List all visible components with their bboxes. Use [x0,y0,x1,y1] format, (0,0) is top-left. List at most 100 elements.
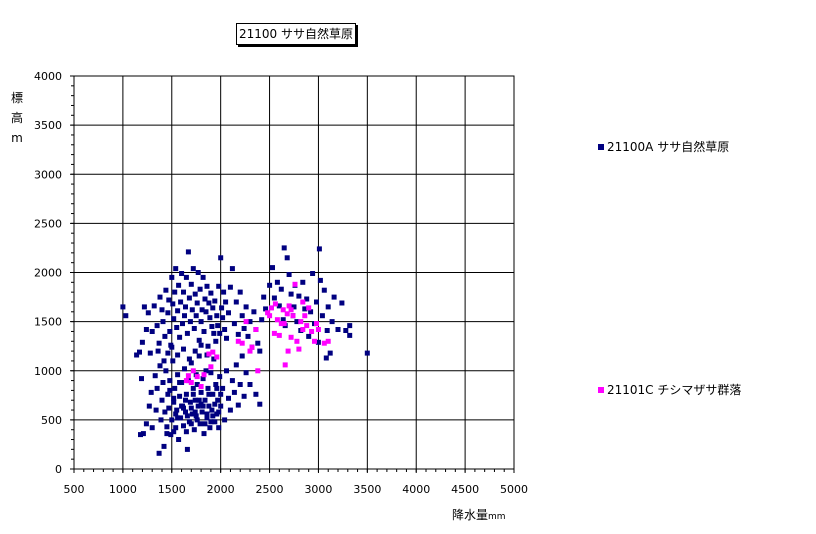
data-point-21100a [192,409,198,415]
x-axis-label: 降水量mm [452,506,506,523]
data-point-21100a [138,432,143,438]
data-point-21100a [183,409,188,415]
data-point-21100a [197,286,203,292]
data-point-21101c [243,319,249,325]
data-point-21101c [325,338,331,344]
data-point-21100a [164,431,170,437]
data-point-21101c [272,301,278,307]
data-point-21100a [152,373,158,379]
data-point-21101c [247,348,253,354]
data-point-21100a [216,409,222,415]
data-point-21100a [190,266,196,272]
data-point-21101c [312,338,317,344]
data-point-21100a [219,305,225,311]
data-point-21100a [207,315,213,321]
data-point-21100a [216,425,222,431]
data-point-21100a [194,300,200,306]
x-axis-label-text: 降水量 [452,508,489,522]
data-point-21100a [329,319,335,325]
data-point-21100a [173,266,179,272]
data-point-21100a [207,425,213,431]
data-point-21100a [247,382,253,387]
x-tick-label: 3500 [353,483,381,496]
data-point-21100a [196,353,202,359]
data-point-21100a [166,297,172,303]
data-point-21100a [183,429,189,435]
data-point-21100a [183,304,188,310]
data-point-21100a [339,300,345,306]
data-point-21100a [257,401,263,407]
data-point-21100a [263,306,269,312]
data-point-21100a [192,348,198,354]
data-point-21100a [186,356,192,362]
data-point-21100a [189,307,195,313]
data-point-21101c [265,310,271,316]
data-point-21100a [221,289,227,295]
data-point-21100a [204,411,210,417]
data-point-21100a [192,291,198,297]
data-point-21100a [193,413,199,419]
data-point-21100a [161,358,167,364]
data-point-21100a [327,350,333,356]
data-point-21100a [212,419,218,425]
data-point-21100a [197,421,203,427]
data-point-21100a [274,279,280,285]
data-point-21100a [174,407,180,413]
data-point-21101c [321,340,327,346]
data-point-21100a [331,294,337,300]
x-tick-labels: 500 1000 1500 2000 2500 3000 3500 4000 4500 5000 [64,483,529,496]
data-point-21100a [165,310,171,316]
x-axis-label-unit: mm [488,512,506,522]
data-point-21100a [210,305,216,311]
data-point-21100a [213,338,219,344]
data-point-21100a [213,382,219,387]
data-point-21101c [294,338,300,344]
data-point-21100a [270,265,275,271]
data-point-21100a [214,385,220,391]
data-point-21100a [169,344,175,350]
data-point-21100a [188,405,194,411]
data-point-21100a [198,319,204,325]
data-point-21100a [203,309,209,315]
data-point-21101c [188,380,194,385]
data-point-21100a [169,417,175,423]
data-point-21100a [160,319,166,325]
data-point-21100a [364,350,370,356]
y-axis-label-char-2: 高 [10,111,23,125]
data-point-21100a [267,282,273,288]
data-point-21101c [292,281,298,287]
data-point-21101c [304,323,310,329]
data-point-21100a [159,397,165,403]
data-point-21100a [199,307,205,313]
data-point-21100a [188,360,194,366]
data-point-21100a [171,429,177,435]
data-point-21100a [314,299,319,305]
data-point-21100a [196,397,202,403]
data-point-21100a [280,317,286,323]
data-point-21100a [167,378,173,384]
data-point-21100a [229,266,235,272]
data-point-21101c [314,321,319,327]
y-axis-label-char-3: m [11,131,23,145]
data-point-21100a [162,409,168,415]
data-point-21100a [233,299,239,305]
data-point-21100a [245,333,251,339]
data-point-21100a [175,352,181,358]
data-point-21100a [319,313,325,319]
data-point-21100a [143,421,149,427]
data-point-21100a [188,421,194,427]
data-point-21100a [321,287,327,293]
data-point-21101c [267,313,273,319]
data-point-21100a [176,282,182,288]
data-point-21100a [145,310,151,316]
data-point-21101c [235,338,241,344]
data-point-21100a [187,399,193,405]
data-point-21100a [195,403,201,409]
data-point-21100a [184,413,190,419]
data-point-21100a [208,290,214,296]
data-point-21100a [189,411,195,417]
data-point-21100a [173,425,179,431]
data-point-21100a [179,271,185,276]
data-point-21100a [148,389,154,395]
